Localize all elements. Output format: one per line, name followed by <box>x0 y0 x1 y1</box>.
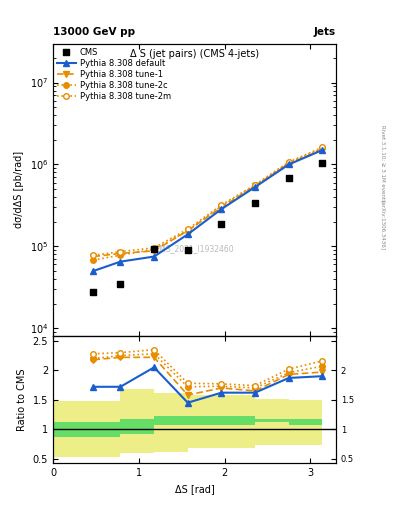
Bar <box>289 419 322 425</box>
Pythia 8.308 tune-1 <box>152 248 156 254</box>
Pythia 8.308 tune-1 <box>253 183 257 189</box>
Text: Rivet 3.1.10; ≥ 3.1M events: Rivet 3.1.10; ≥ 3.1M events <box>381 125 386 202</box>
Pythia 8.308 tune-1 <box>91 253 96 260</box>
Pythia 8.308 tune-2m <box>152 245 156 251</box>
Bar <box>53 421 120 437</box>
Bar <box>120 389 154 453</box>
Pythia 8.308 default <box>286 161 291 167</box>
Pythia 8.308 tune-2c <box>253 182 257 188</box>
Pythia 8.308 tune-2m <box>320 144 325 151</box>
CMS <box>117 280 123 288</box>
CMS <box>90 288 97 296</box>
Pythia 8.308 tune-2c <box>152 246 156 252</box>
Pythia 8.308 default <box>219 206 224 212</box>
Pythia 8.308 default <box>320 147 325 153</box>
Pythia 8.308 tune-2c <box>320 145 325 151</box>
Line: Pythia 8.308 tune-1: Pythia 8.308 tune-1 <box>91 147 325 260</box>
Pythia 8.308 tune-1 <box>185 228 190 234</box>
Pythia 8.308 tune-1 <box>219 204 224 210</box>
CMS <box>252 199 258 207</box>
Pythia 8.308 default <box>91 268 96 274</box>
Legend: CMS, Pythia 8.308 default, Pythia 8.308 tune-1, Pythia 8.308 tune-2c, Pythia 8.3: CMS, Pythia 8.308 default, Pythia 8.308 … <box>55 46 173 103</box>
Y-axis label: Ratio to CMS: Ratio to CMS <box>17 369 27 431</box>
Pythia 8.308 tune-2m <box>219 202 224 208</box>
Bar <box>154 393 188 452</box>
Bar <box>53 401 120 457</box>
Bar <box>289 400 322 445</box>
Text: [arXiv:1306.3436]: [arXiv:1306.3436] <box>381 200 386 250</box>
X-axis label: ΔS [rad]: ΔS [rad] <box>174 484 215 494</box>
Bar <box>188 395 255 448</box>
CMS <box>286 174 292 182</box>
Pythia 8.308 tune-2m <box>91 252 96 258</box>
Text: 13000 GeV pp: 13000 GeV pp <box>53 27 135 37</box>
Pythia 8.308 tune-1 <box>118 250 123 257</box>
Pythia 8.308 default <box>253 184 257 190</box>
Text: CMS_2021_I1932460: CMS_2021_I1932460 <box>155 244 234 253</box>
Y-axis label: dσ/dΔS [pb/rad]: dσ/dΔS [pb/rad] <box>14 151 24 228</box>
Bar <box>255 419 289 422</box>
CMS <box>151 245 157 253</box>
CMS <box>319 159 325 167</box>
Pythia 8.308 tune-2c <box>91 257 96 263</box>
Pythia 8.308 tune-2m <box>286 159 291 165</box>
Pythia 8.308 tune-2c <box>118 252 123 258</box>
Pythia 8.308 tune-1 <box>286 161 291 167</box>
Pythia 8.308 tune-2c <box>219 203 224 209</box>
Line: Pythia 8.308 tune-2c: Pythia 8.308 tune-2c <box>91 145 325 263</box>
Pythia 8.308 default <box>185 231 190 238</box>
Line: Pythia 8.308 default: Pythia 8.308 default <box>91 147 325 274</box>
Text: Δ S (jet pairs) (CMS 4-jets): Δ S (jet pairs) (CMS 4-jets) <box>130 49 259 59</box>
CMS <box>185 246 191 254</box>
Line: Pythia 8.308 tune-2m: Pythia 8.308 tune-2m <box>91 144 325 258</box>
Bar <box>188 416 255 425</box>
Bar <box>255 398 289 445</box>
CMS <box>218 220 224 228</box>
Pythia 8.308 default <box>118 259 123 265</box>
Pythia 8.308 tune-2c <box>286 160 291 166</box>
Pythia 8.308 tune-2m <box>253 182 257 188</box>
Pythia 8.308 tune-1 <box>320 146 325 153</box>
Text: Jets: Jets <box>314 27 336 37</box>
Pythia 8.308 tune-2m <box>185 226 190 232</box>
Pythia 8.308 default <box>152 253 156 260</box>
Bar <box>120 419 154 434</box>
Pythia 8.308 tune-2c <box>185 228 190 234</box>
Pythia 8.308 tune-2m <box>118 249 123 255</box>
Bar <box>154 416 188 425</box>
